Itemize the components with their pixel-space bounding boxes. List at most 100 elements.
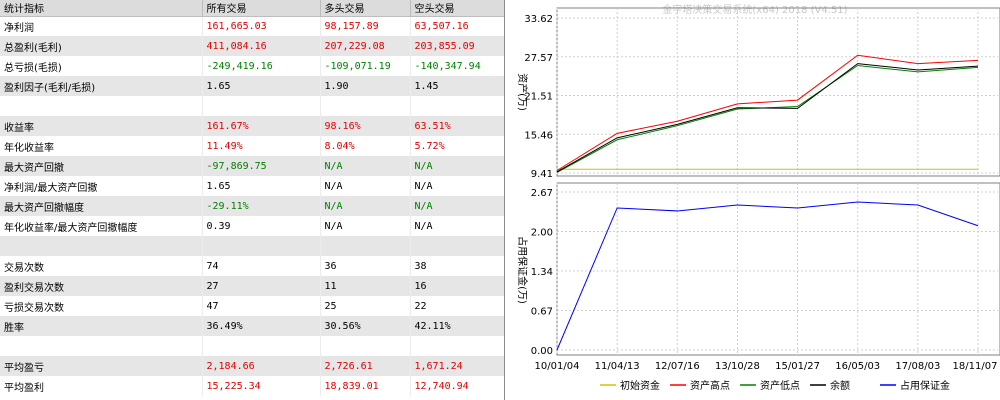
x-tick-label: 16/05/03 [835, 361, 880, 372]
cell-long: N/A [320, 216, 411, 236]
cell-all: 161,665.03 [202, 16, 321, 36]
cell-long: 98.16% [320, 116, 411, 136]
header-metric[interactable]: 统计指标 [0, 0, 203, 17]
y-tick-label: 0.00 [531, 346, 553, 357]
row-label [0, 96, 203, 116]
row-label: 总亏损(毛损) [0, 56, 203, 76]
cell-short: 63,507.16 [410, 16, 504, 36]
table-row[interactable]: 年化收益率 11.49% 8.04% 5.72% [0, 136, 504, 156]
cell-short: 5.72% [410, 136, 504, 156]
row-label: 净利润/最大资产回撤 [0, 176, 203, 196]
row-label: 最大资产回撤 [0, 156, 203, 176]
chart-legend: 初始资金 资产高点 资产低点 余额 占用保证金 [600, 379, 950, 392]
cell-all [202, 336, 321, 356]
cell-long: 25 [320, 296, 411, 316]
table-row[interactable]: 平均盈亏 2,184.66 2,726.61 1,671.24 [0, 356, 504, 376]
cell-all: 161.67% [202, 116, 321, 136]
series-line-top-3 [556, 63, 979, 173]
cell-short: 1,671.24 [410, 356, 504, 376]
table-row[interactable]: 最大资产回撤 -97,869.75 N/A N/A [0, 156, 504, 176]
row-label: 盈利交易次数 [0, 276, 203, 296]
table-row[interactable]: 胜率 36.49% 30.56% 42.11% [0, 316, 504, 336]
row-label: 年化收益率/最大资产回撤幅度 [0, 216, 203, 236]
table-row[interactable]: 盈利因子(毛利/毛损) 1.65 1.90 1.45 [0, 76, 504, 96]
row-label [0, 336, 203, 356]
cell-short: N/A [410, 216, 504, 236]
y-tick-label: 15.46 [524, 130, 553, 141]
series-line-bottom-0 [556, 201, 979, 351]
y-tick-label: 0.67 [531, 307, 553, 318]
table-row[interactable]: 最大资产回撤幅度 -29.11% N/A N/A [0, 196, 504, 216]
row-label: 最大资产回撤幅度 [0, 196, 203, 216]
table-row[interactable]: 总盈利(毛利) 411,084.16 207,229.08 203,855.09 [0, 36, 504, 56]
cell-long: 2,726.61 [320, 356, 411, 376]
cell-long: 8.04% [320, 136, 411, 156]
x-tick-label: 15/01/27 [775, 361, 820, 372]
table-row[interactable]: 亏损交易次数 47 25 22 [0, 296, 504, 316]
table-row[interactable] [0, 96, 504, 116]
cell-long: 207,229.08 [320, 36, 411, 56]
cell-short: N/A [410, 176, 504, 196]
cell-long: 30.56% [320, 316, 411, 336]
bottom-y-axis-label: 占用保证金(万) [516, 236, 529, 304]
cell-short: 38 [410, 256, 504, 276]
cell-short: N/A [410, 196, 504, 216]
row-label: 亏损交易次数 [0, 296, 203, 316]
legend-item-label: 初始资金 [620, 379, 660, 392]
y-tick-label: 9.41 [531, 169, 553, 180]
cell-long [320, 336, 411, 356]
table-row[interactable]: 年化收益率/最大资产回撤幅度 0.39 N/A N/A [0, 216, 504, 236]
cell-long: -109,071.19 [320, 56, 411, 76]
cell-all: 15,225.34 [202, 376, 321, 396]
cell-all [202, 96, 321, 116]
y-tick-label: 21.51 [524, 92, 553, 103]
y-tick-label: 2.67 [531, 188, 553, 199]
row-label: 总盈利(毛利) [0, 36, 203, 56]
row-label: 平均盈利 [0, 376, 203, 396]
table-row[interactable] [0, 236, 504, 256]
y-tick-label: 1.34 [531, 267, 553, 278]
x-tick-labels: 10/01/04 11/04/13 12/07/16 13/10/28 15/01/27… [535, 361, 998, 372]
cell-short: 16 [410, 276, 504, 296]
cell-short: -140,347.94 [410, 56, 504, 76]
table-row[interactable] [0, 336, 504, 356]
cell-long: N/A [320, 196, 411, 216]
table-row[interactable]: 净利润/最大资产回撤 1.65 N/A N/A [0, 176, 504, 196]
table-row[interactable]: 总亏损(毛损) -249,419.16 -109,071.19 -140,347.94 [0, 56, 504, 76]
cell-all: 11.49% [202, 136, 321, 156]
cell-long: 1.90 [320, 76, 411, 96]
y-tick-label: 33.62 [524, 14, 553, 25]
cell-long: N/A [320, 176, 411, 196]
x-tick-label: 18/11/07 [953, 361, 998, 372]
y-tick-label: 27.57 [524, 53, 553, 64]
y-tick-label: 2.00 [531, 228, 553, 239]
table-row[interactable]: 收益率 161.67% 98.16% 63.51% [0, 116, 504, 136]
x-tick-label: 12/07/16 [655, 361, 700, 372]
header-all-trades[interactable]: 所有交易 [202, 0, 321, 17]
cell-long: 98,157.89 [320, 16, 411, 36]
equity-chart-svg: 金字塔决策交易系统(x64) 2018 (V4.51) 33.62 27.57 21… [505, 0, 1000, 400]
cell-short [410, 336, 504, 356]
legend-item-label: 资产高点 [690, 379, 730, 392]
table-row[interactable]: 盈利交易次数 27 11 16 [0, 276, 504, 296]
cell-short: 22 [410, 296, 504, 316]
chart-title: 金字塔决策交易系统(x64) 2018 (V4.51) [662, 3, 847, 16]
table-row[interactable]: 交易次数 74 36 38 [0, 256, 504, 276]
cell-long [320, 236, 411, 256]
x-tick-label: 13/10/28 [715, 361, 760, 372]
cell-all: 1.65 [202, 176, 321, 196]
table-row[interactable]: 平均盈利 15,225.34 18,839.01 12,740.94 [0, 376, 504, 396]
cell-all: 1.65 [202, 76, 321, 96]
cell-all: -29.11% [202, 196, 321, 216]
row-label: 平均盈亏 [0, 356, 203, 376]
cell-all: 0.39 [202, 216, 321, 236]
chart-grid [556, 8, 998, 355]
cell-short: N/A [410, 156, 504, 176]
table-row[interactable]: 净利润 161,665.03 98,157.89 63,507.16 [0, 16, 504, 36]
header-short-trades[interactable]: 空头交易 [410, 0, 504, 17]
row-label: 年化收益率 [0, 136, 203, 156]
header-long-trades[interactable]: 多头交易 [320, 0, 411, 17]
series-layer [556, 54, 979, 351]
top-y-tick-labels: 33.62 27.57 21.51 15.46 9.41 [524, 14, 553, 180]
cell-all: 411,084.16 [202, 36, 321, 56]
